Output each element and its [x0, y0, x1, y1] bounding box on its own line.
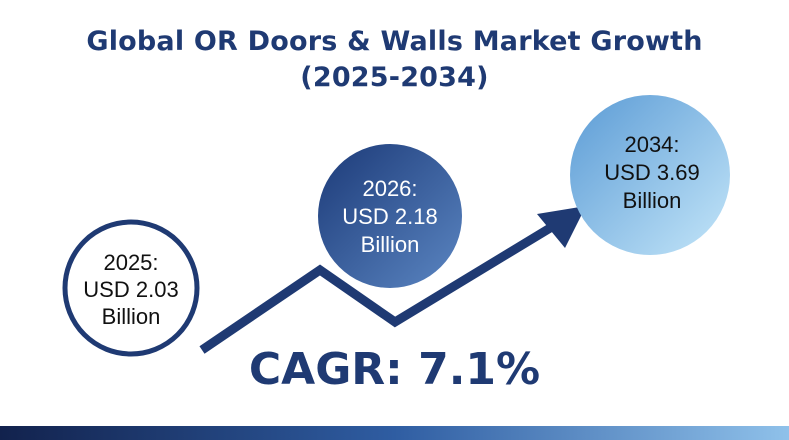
- bubble-2034-unit: Billion: [623, 188, 682, 213]
- bubble-2026-value: USD 2.18: [342, 204, 437, 229]
- cagr-label: CAGR: 7.1%: [248, 344, 541, 395]
- growth-arrow-head: [537, 206, 586, 248]
- bubble-2025: [62, 219, 200, 357]
- growth-arrow-line: [199, 218, 563, 354]
- bottom-gradient-bar: [0, 426, 789, 440]
- title-line-2: (2025-2034): [300, 62, 489, 93]
- bubble-2025-value: USD 2.03: [83, 277, 178, 302]
- bubble-2025-year: 2025:: [103, 250, 158, 275]
- bubble-2034-value: USD 3.69: [604, 160, 699, 185]
- bubble-2034-year: 2034:: [624, 132, 679, 157]
- chart-title: Global OR Doors & Walls Market Growth (2…: [0, 24, 789, 96]
- bubble-2025-unit: Billion: [102, 304, 161, 329]
- bubble-2026-year: 2026:: [362, 176, 417, 201]
- bubble-2034: [570, 95, 730, 255]
- bubble-2026-unit: Billion: [361, 232, 420, 257]
- title-line-1: Global OR Doors & Walls Market Growth: [86, 26, 703, 57]
- bubble-2026: [318, 144, 462, 288]
